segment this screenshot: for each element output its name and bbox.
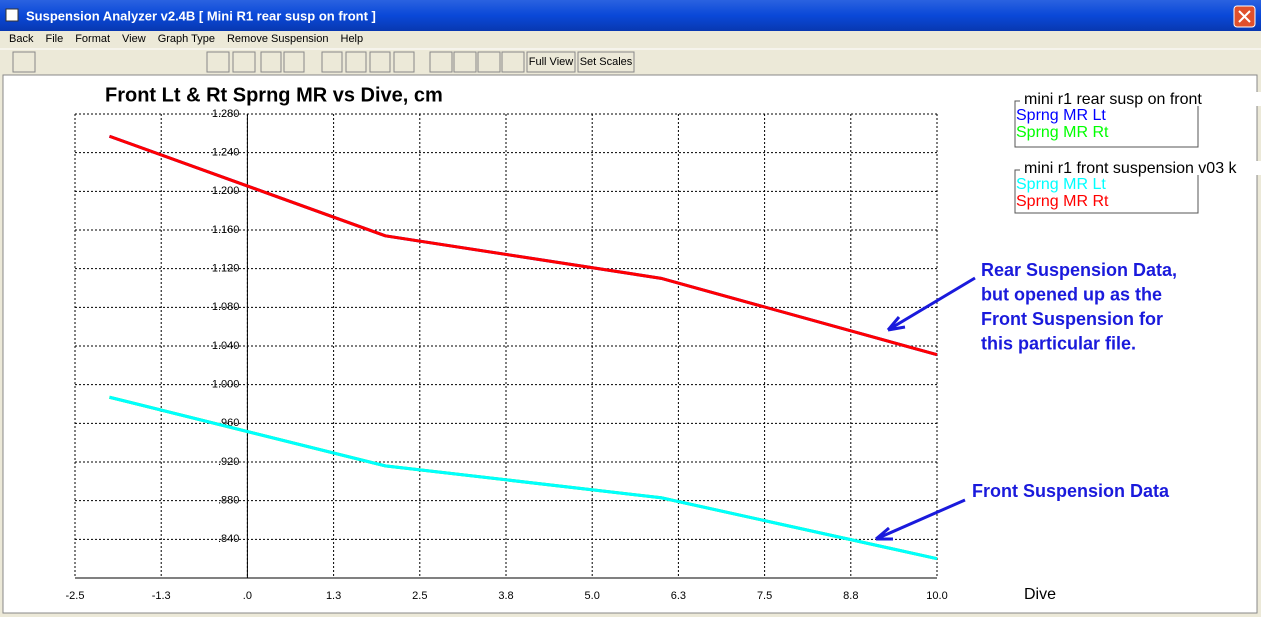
annotation: this particular file. xyxy=(981,333,1136,353)
annotation-arrow xyxy=(886,276,976,332)
legend-entry: Sprng MR Lt xyxy=(1016,176,1106,193)
menu-bar: Back File Format View Graph Type Remove Suspe… xyxy=(9,33,363,45)
title-bar xyxy=(0,0,1261,31)
y-tick-label: 1.280 xyxy=(212,108,240,120)
legend-title-bg xyxy=(1020,161,1261,175)
legend-box xyxy=(1014,100,1199,148)
tool-button[interactable] xyxy=(283,51,305,73)
x-tick-label: 8.8 xyxy=(843,590,858,602)
x-tick-label: -1.3 xyxy=(152,590,171,602)
annotation: Rear Suspension Data, xyxy=(981,260,1177,280)
x-tick-label: 10.0 xyxy=(926,590,947,602)
menu-item[interactable]: Back xyxy=(9,33,34,45)
annotation-arrow xyxy=(875,498,966,541)
set-scales-button[interactable] xyxy=(577,51,635,73)
button-label: Set Scales xyxy=(580,56,633,68)
x-tick-label: .0 xyxy=(243,590,252,602)
x-tick-label: -2.5 xyxy=(66,590,85,602)
y-tick-label: .920 xyxy=(218,456,239,468)
zoom-button[interactable] xyxy=(429,51,453,73)
legend-title: mini r1 front suspension v03 k xyxy=(1024,160,1238,177)
chart: Front Lt & Rt Sprng MR vs Dive, cm Dive … xyxy=(66,84,1261,603)
y-tick-label: 1.000 xyxy=(212,379,240,391)
toolbar: Full View Set Scales xyxy=(12,51,635,73)
menu-item[interactable]: Help xyxy=(341,33,364,45)
annotation: Front Suspension Data xyxy=(972,481,1170,501)
x-axis-label: Dive xyxy=(1024,586,1056,603)
x-tick-label: 5.0 xyxy=(585,590,600,602)
y-tick-label: 1.240 xyxy=(212,147,240,159)
y-tick-label: .840 xyxy=(218,533,239,545)
legend-entry: Sprng MR Rt xyxy=(1016,193,1109,210)
close-icon xyxy=(1238,10,1251,23)
pan-right-button[interactable] xyxy=(345,51,367,73)
y-tick-label: 1.040 xyxy=(212,340,240,352)
legend-title: mini r1 rear susp on front xyxy=(1024,91,1202,108)
x-tick-label: 2.5 xyxy=(412,590,427,602)
chart-title: Front Lt & Rt Sprng MR vs Dive, cm xyxy=(105,84,443,106)
pan-left-button[interactable] xyxy=(321,51,343,73)
full-view-button[interactable] xyxy=(526,51,576,73)
x-tick-label: 3.8 xyxy=(498,590,513,602)
button-label: Full View xyxy=(529,56,573,68)
window-title: Suspension Analyzer v2.4B [ Mini R1 rear… xyxy=(26,8,376,23)
annotation: Front Suspension for xyxy=(981,309,1163,329)
zoom-button[interactable] xyxy=(501,51,525,73)
annotation: but opened up as the xyxy=(981,284,1162,304)
series-line xyxy=(109,395,938,561)
menu-item[interactable]: View xyxy=(122,33,146,45)
menu-item[interactable]: Format xyxy=(75,33,110,45)
menu-item[interactable]: File xyxy=(45,33,63,45)
menu-item[interactable]: Remove Suspension xyxy=(227,33,329,45)
y-tick-label: 1.080 xyxy=(212,301,240,313)
print-button[interactable] xyxy=(12,51,36,73)
x-tick-label: 1.3 xyxy=(326,590,341,602)
x-tick-label: 6.3 xyxy=(671,590,686,602)
pan-up-button[interactable] xyxy=(369,51,391,73)
legend-title-bg xyxy=(1020,92,1261,106)
app-icon xyxy=(5,8,19,22)
legend-box xyxy=(1014,169,1199,214)
y-tick-label: 1.200 xyxy=(212,185,240,197)
x-tick-label: 7.5 xyxy=(757,590,772,602)
menu-item[interactable]: Graph Type xyxy=(158,33,215,45)
zoom-button[interactable] xyxy=(477,51,501,73)
tool-button[interactable] xyxy=(232,51,256,73)
legend-entry: Sprng MR Rt xyxy=(1016,124,1109,141)
y-tick-label: 1.160 xyxy=(212,224,240,236)
series-line xyxy=(108,134,938,357)
y-tick-label: .880 xyxy=(218,495,239,507)
legend-entry: Sprng MR Lt xyxy=(1016,107,1106,124)
pan-down-button[interactable] xyxy=(393,51,415,73)
y-tick-label: 1.120 xyxy=(212,263,240,275)
tool-button[interactable] xyxy=(206,51,230,73)
zoom-button[interactable] xyxy=(453,51,477,73)
tool-button[interactable] xyxy=(260,51,282,73)
